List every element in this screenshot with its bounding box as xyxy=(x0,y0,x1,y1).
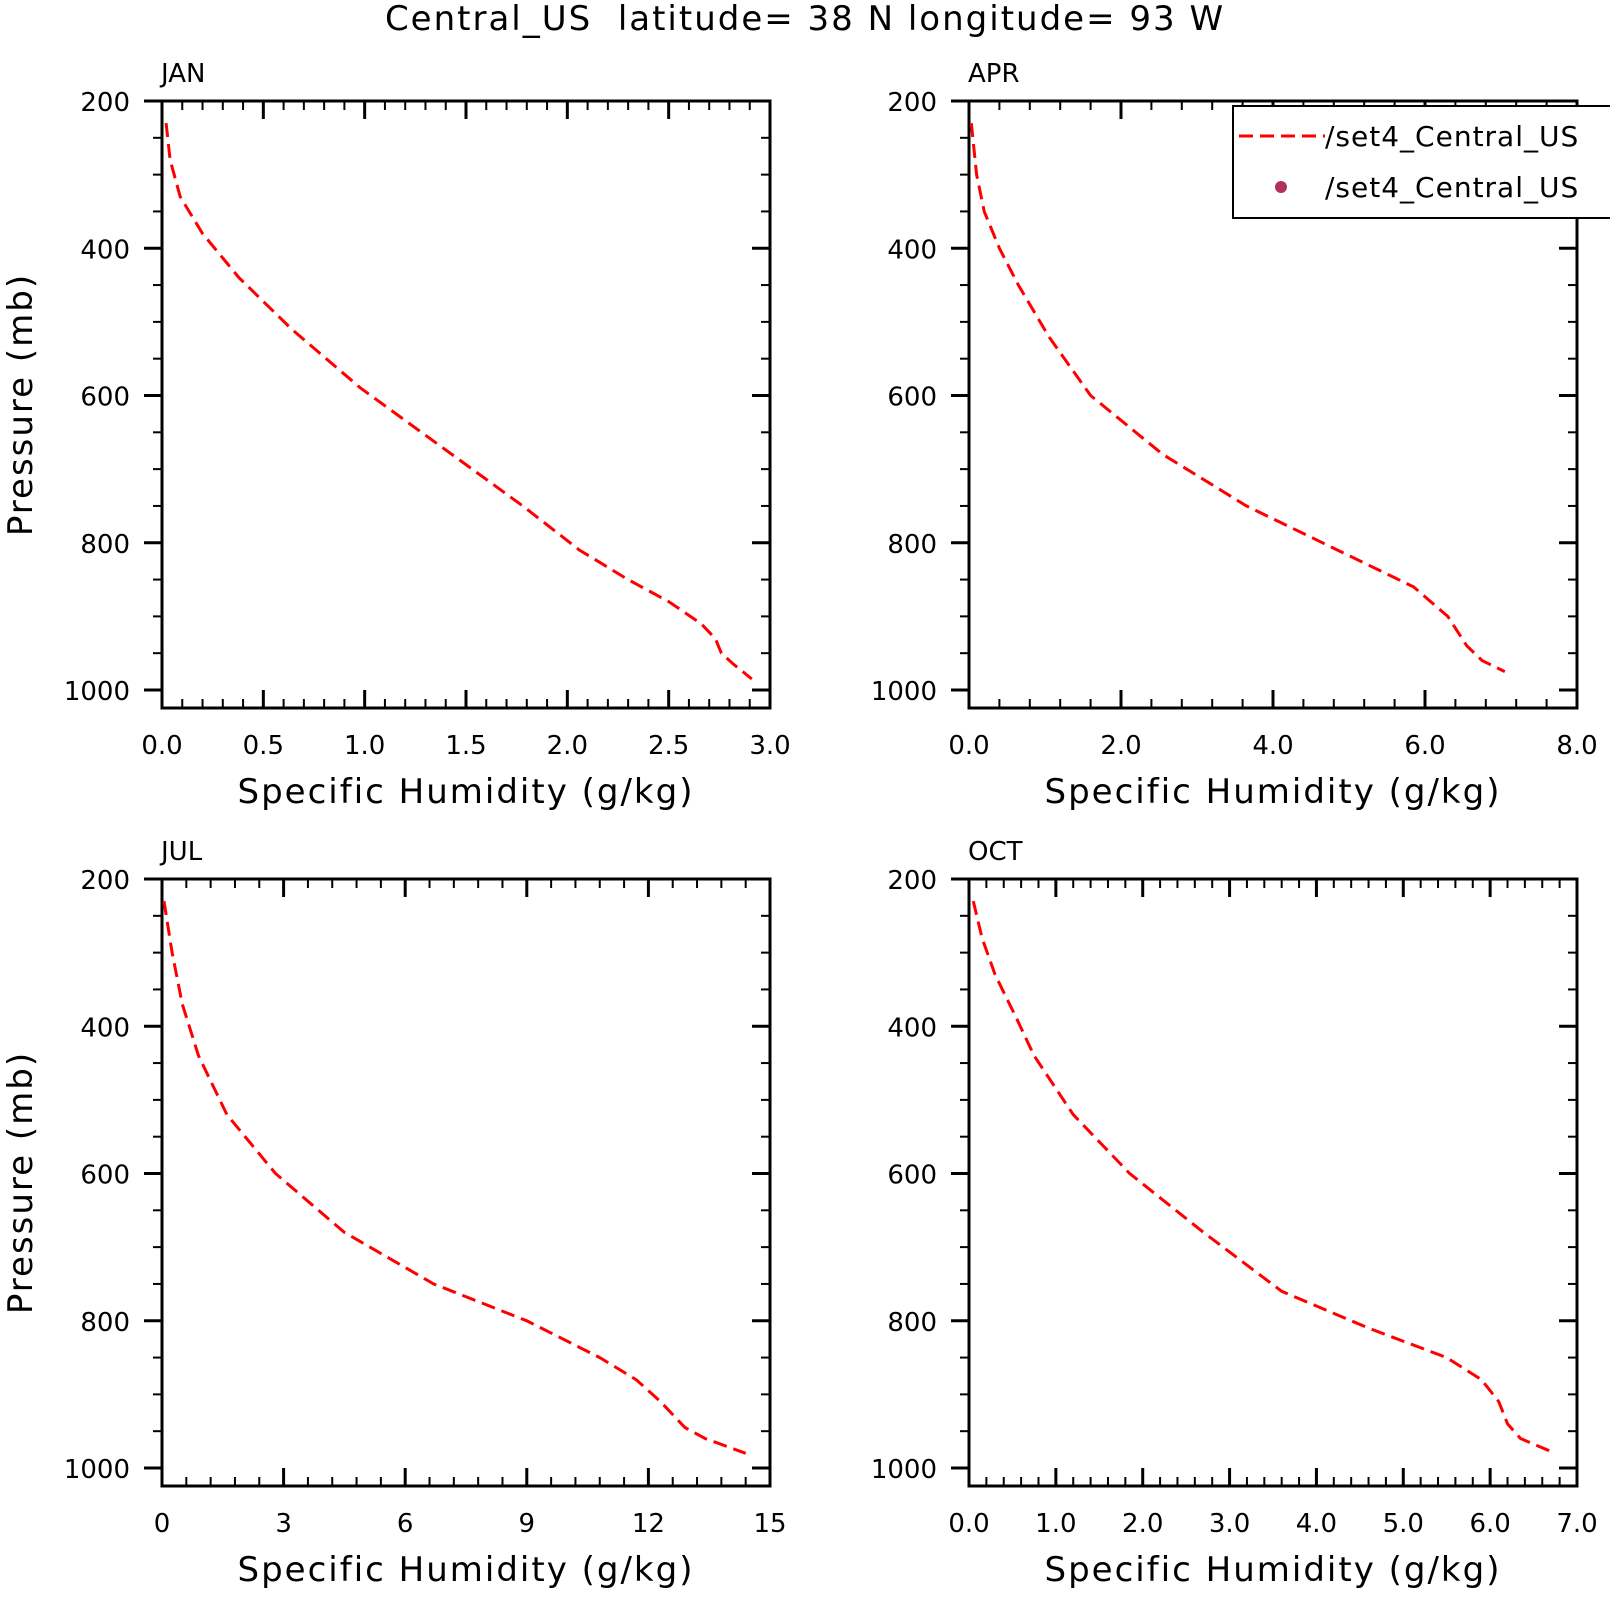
x-tick-label: 0.0 xyxy=(948,1509,989,1539)
panel-label: APR xyxy=(968,59,1020,89)
x-tick-label: 9 xyxy=(519,1509,536,1539)
y-tick-label: 200 xyxy=(80,88,130,118)
y-tick-label: 400 xyxy=(887,235,937,265)
y-tick-label: 1000 xyxy=(871,1455,937,1485)
y-tick-label: 600 xyxy=(80,383,130,413)
y-tick-label: 1000 xyxy=(64,1455,130,1485)
x-tick-label: 2.0 xyxy=(1100,731,1141,761)
y-tick-label: 1000 xyxy=(64,677,130,707)
series-line-0 xyxy=(162,900,747,1455)
panel-label: JAN xyxy=(159,59,205,89)
chart-panel-jul: JUL 0 3 6 9 12 15 200 400 600 800 1000 Specific Humi… xyxy=(1,837,787,1590)
x-axis-label: Specific Humidity (g/kg) xyxy=(1045,772,1502,812)
series-line-0 xyxy=(969,122,1506,673)
panel-label: OCT xyxy=(968,837,1023,867)
x-tick-label: 2.0 xyxy=(547,731,588,761)
y-tick-label: 400 xyxy=(887,1013,937,1043)
y-tick-label: 1000 xyxy=(871,677,937,707)
x-tick-label: 1.5 xyxy=(445,731,486,761)
y-tick-label: 600 xyxy=(887,1161,937,1191)
chart-panel-oct: OCT 0.0 1.0 2.0 3.0 4.0 5.0 6.0 7.0 200 400 600 800 1… xyxy=(871,837,1598,1590)
x-tick-label: 1.0 xyxy=(1035,1509,1076,1539)
panel-label: JUL xyxy=(159,837,203,867)
y-tick-label: 200 xyxy=(80,866,130,896)
x-tick-label: 15 xyxy=(753,1509,786,1539)
x-tick-label: 6.0 xyxy=(1404,731,1445,761)
y-tick-label: 200 xyxy=(887,88,937,118)
x-tick-label: 4.0 xyxy=(1252,731,1293,761)
x-tick-label: 3.0 xyxy=(1209,1509,1250,1539)
y-tick-label: 800 xyxy=(80,1308,130,1338)
x-tick-label: 5.0 xyxy=(1383,1509,1424,1539)
x-tick-label: 7.0 xyxy=(1556,1509,1597,1539)
x-tick-label: 4.0 xyxy=(1296,1509,1337,1539)
chart-panel-apr: APR 0.0 2.0 4.0 6.0 8.0 200 400 600 800 1000 Specif… xyxy=(871,59,1598,812)
x-tick-label: 12 xyxy=(632,1509,665,1539)
chart-panel-jan: JAN 0.0 0.5 1.0 1.5 2.0 2.5 3.0 200 400 600 800 1000… xyxy=(1,59,791,812)
plot-frame xyxy=(967,877,1579,1488)
y-tick-label: 600 xyxy=(887,383,937,413)
x-tick-label: 8.0 xyxy=(1556,731,1597,761)
y-axis-label: Pressure (mb) xyxy=(1,273,41,536)
figure-title: Central_US latitude= 38 N longitude= 93 … xyxy=(385,0,1225,39)
x-tick-label: 0.0 xyxy=(141,731,182,761)
x-tick-label: 3 xyxy=(275,1509,292,1539)
x-tick-label: 3.0 xyxy=(749,731,790,761)
x-tick-label: 2.0 xyxy=(1122,1509,1163,1539)
legend-label: /set4_Central_US xyxy=(1325,120,1579,153)
y-tick-label: 400 xyxy=(80,1013,130,1043)
y-tick-label: 200 xyxy=(887,866,937,896)
series-line-0 xyxy=(971,900,1556,1455)
legend-label: /set4_Central_US xyxy=(1325,171,1579,204)
series-line-0 xyxy=(164,122,753,681)
panels: JAN 0.0 0.5 1.0 1.5 2.0 2.5 3.0 200 400 600 800 1000… xyxy=(1,59,1598,1590)
x-tick-label: 0.0 xyxy=(948,731,989,761)
x-tick-label: 0.5 xyxy=(243,731,284,761)
y-tick-label: 400 xyxy=(80,235,130,265)
x-tick-label: 6 xyxy=(397,1509,414,1539)
legend: /set4_Central_US/set4_Central_US xyxy=(1232,105,1610,219)
plot-frame xyxy=(160,877,772,1488)
x-tick-label: 2.5 xyxy=(648,731,689,761)
x-axis-label: Specific Humidity (g/kg) xyxy=(1045,1550,1502,1590)
x-tick-label: 1.0 xyxy=(344,731,385,761)
y-axis-label: Pressure (mb) xyxy=(1,1051,41,1314)
y-tick-label: 800 xyxy=(887,1308,937,1338)
legend-box xyxy=(1232,105,1610,219)
x-axis-label: Specific Humidity (g/kg) xyxy=(238,1550,695,1590)
x-tick-label: 6.0 xyxy=(1469,1509,1510,1539)
y-tick-label: 800 xyxy=(80,530,130,560)
y-tick-label: 800 xyxy=(887,530,937,560)
legend-swatch-dot xyxy=(1275,181,1287,193)
x-tick-label: 0 xyxy=(154,1509,171,1539)
y-tick-label: 600 xyxy=(80,1161,130,1191)
x-axis-label: Specific Humidity (g/kg) xyxy=(238,772,695,812)
